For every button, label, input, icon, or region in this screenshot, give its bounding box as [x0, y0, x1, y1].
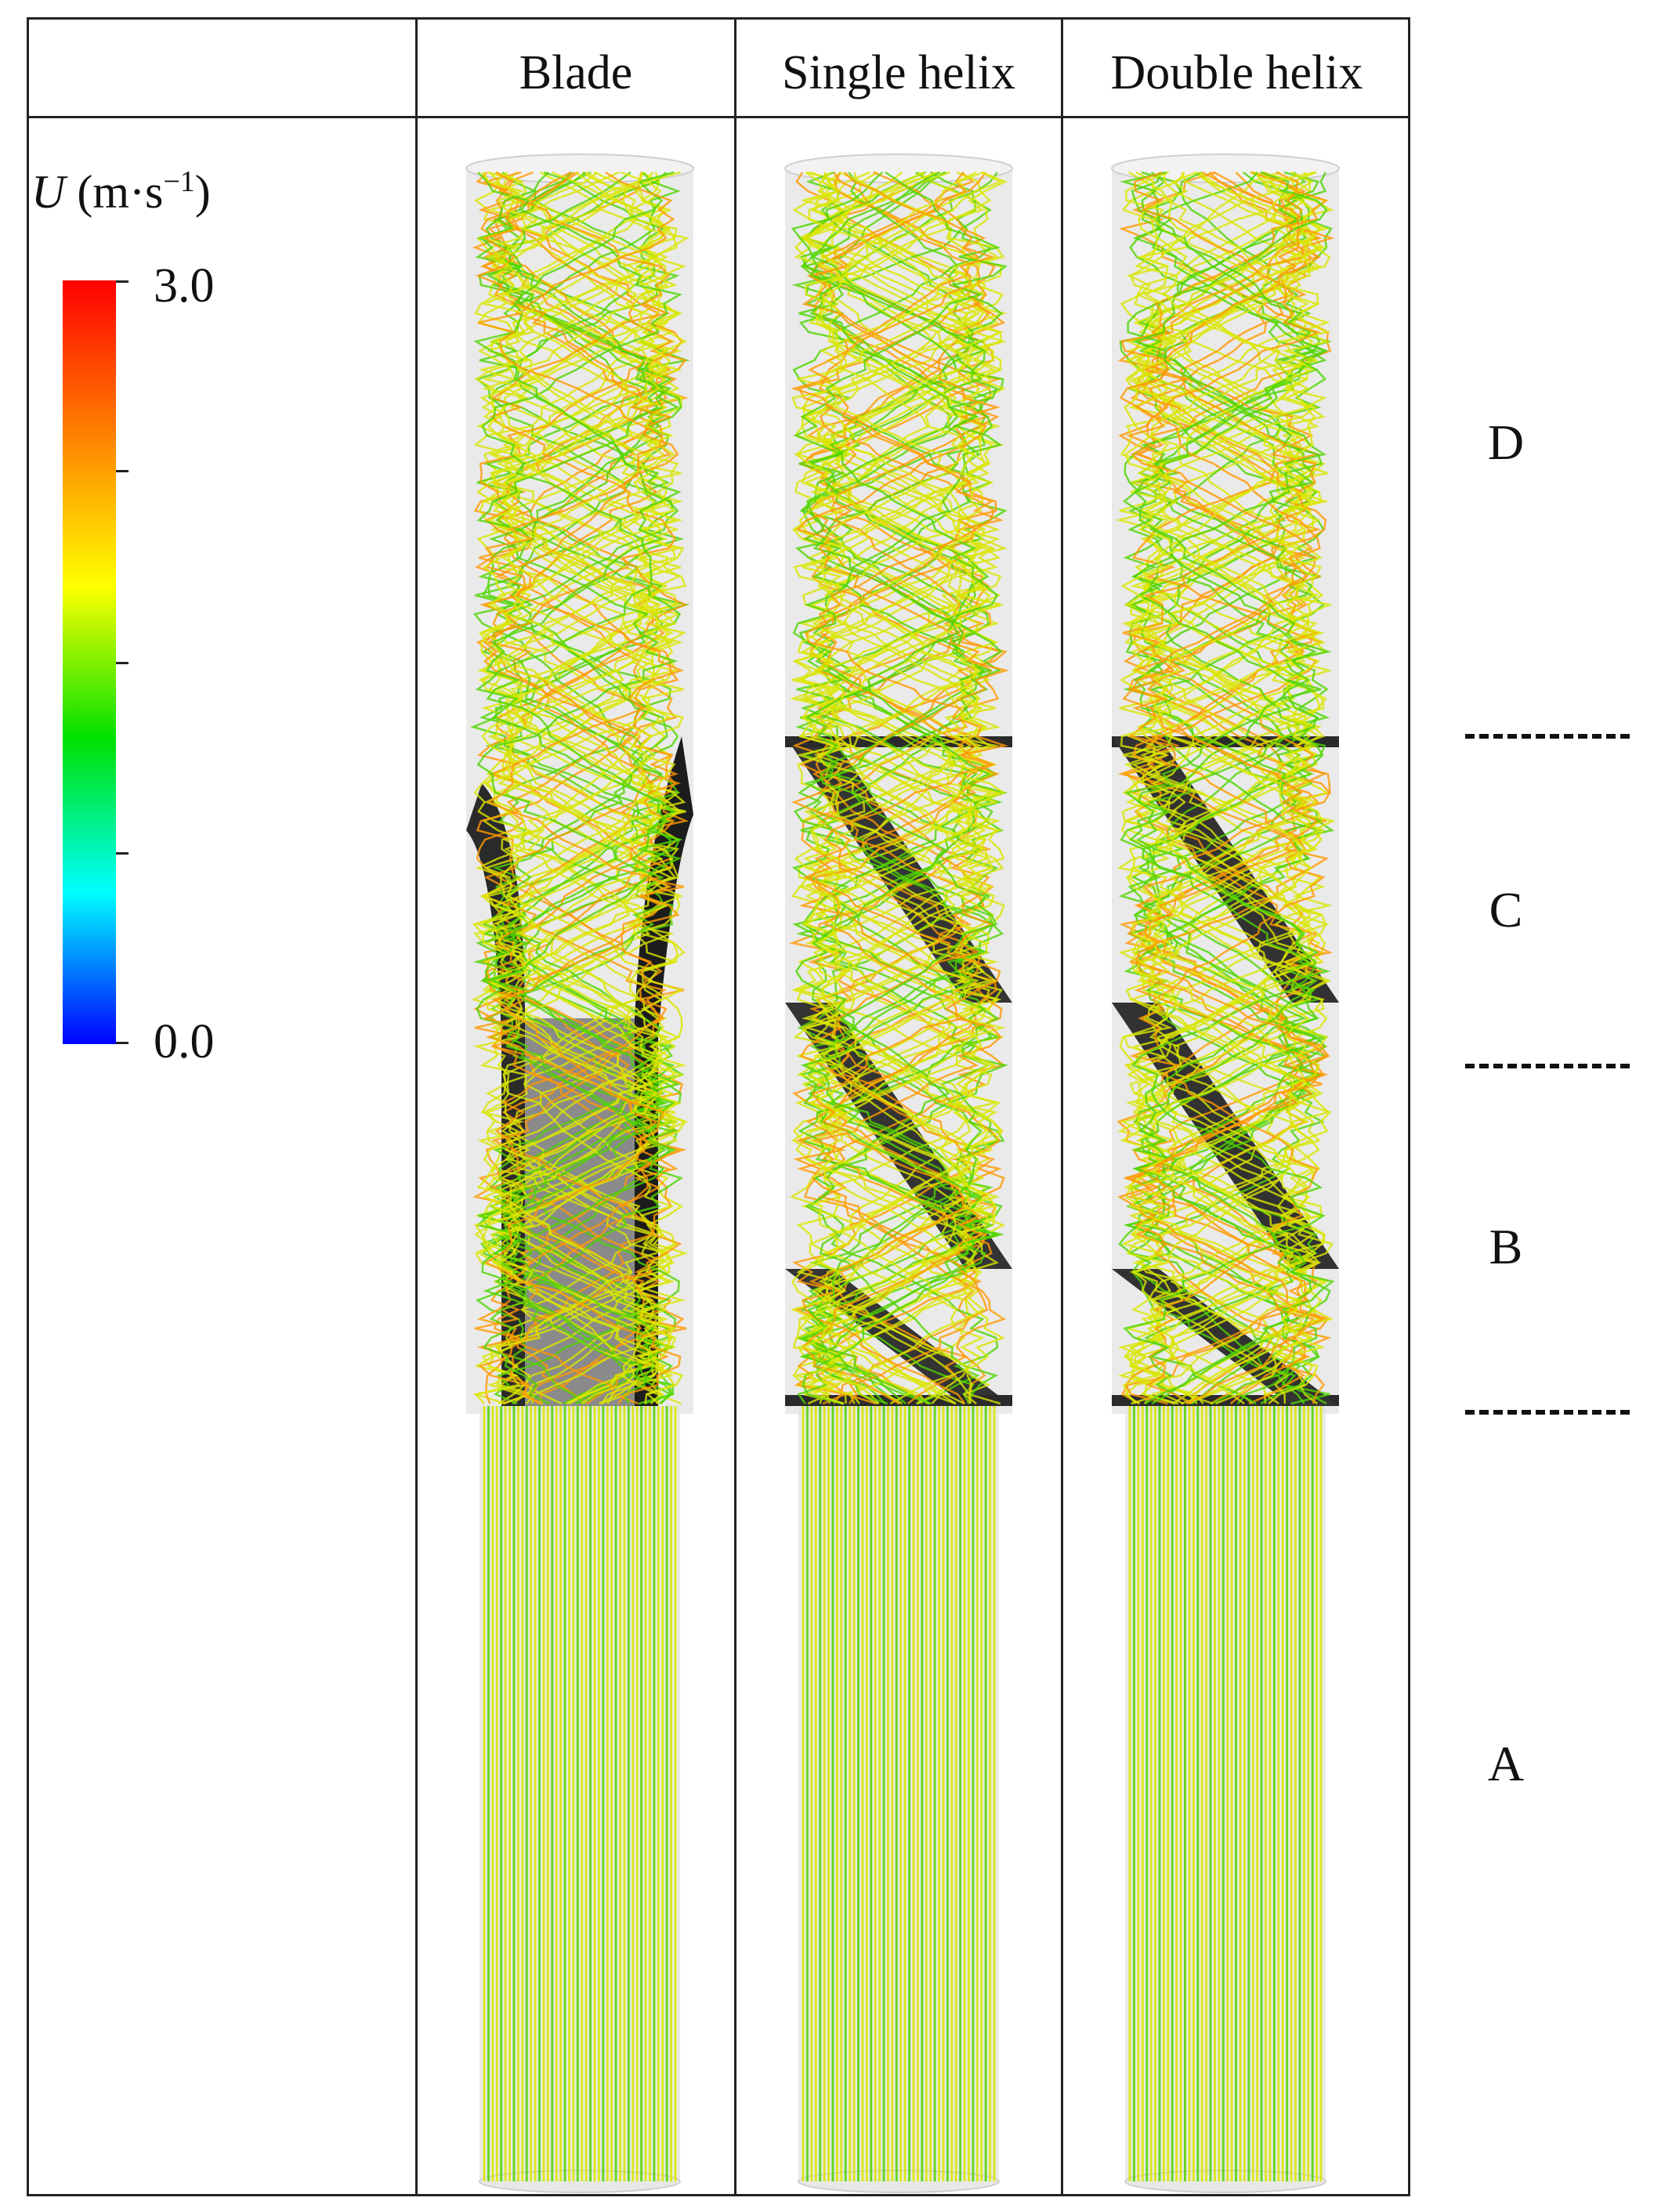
tube-bottom-cap: [798, 2170, 1000, 2193]
blade-insert-right: [635, 736, 693, 1406]
tube-bottom-cap: [1124, 2170, 1326, 2193]
streamline: [1124, 171, 1334, 1405]
figure-table-border: [27, 17, 1410, 2196]
streamline: [1120, 171, 1327, 1405]
legend-unit-close: ): [194, 166, 211, 218]
column-header-single-helix: Single helix: [782, 45, 1015, 99]
streamline: [474, 172, 688, 1405]
streamline: [793, 171, 1008, 1404]
colorbar-tick: [116, 1042, 128, 1044]
streamline: [1122, 171, 1330, 1405]
streamline: [792, 171, 1008, 1405]
colorbar-tick: [116, 280, 128, 283]
streamline: [472, 172, 685, 1405]
streamline: [472, 172, 683, 1404]
streamline: [794, 172, 1004, 1404]
streamline: [1120, 171, 1326, 1405]
colorbar-tick: [116, 662, 128, 664]
streamline: [474, 172, 687, 1405]
streamline: [791, 171, 1002, 1404]
tube-bottom-cap: [479, 2170, 681, 2193]
streamline: [479, 172, 682, 1405]
streamline: [1119, 171, 1334, 1405]
streamline: [1116, 172, 1332, 1404]
streamline: [1117, 172, 1328, 1405]
column-divider-1: [415, 17, 418, 2196]
column-divider-2: [734, 17, 736, 2196]
streamline: [1125, 172, 1326, 1405]
velocity-colorbar: [63, 280, 116, 1044]
streamline: [472, 171, 684, 1404]
colorbar-tick: [116, 852, 128, 855]
streamline: [789, 171, 1006, 1404]
column-divider-3: [1061, 17, 1063, 2196]
streamline: [473, 171, 687, 1404]
streamline: [1123, 172, 1330, 1404]
streamline: [794, 171, 1001, 1404]
region-separator-cb: [1465, 1064, 1630, 1068]
streamline: [480, 171, 686, 1405]
region-separator-dc: [1465, 734, 1630, 739]
streamline: [473, 171, 684, 1405]
streamline: [478, 171, 682, 1405]
streamline: [790, 171, 1007, 1405]
streamline: [481, 172, 684, 1405]
streamline: [796, 171, 1003, 1405]
colorbar-min-label: 0.0: [154, 1015, 215, 1068]
legend-unit: (m·s: [77, 166, 164, 218]
helix-ribbon: [1112, 736, 1339, 1406]
legend-unit-exponent: −1: [163, 165, 195, 198]
region-separator-ba: [1465, 1410, 1630, 1415]
streamline: [477, 172, 684, 1404]
streamline: [470, 172, 682, 1405]
streamline: [794, 171, 1008, 1404]
streamline: [791, 172, 1003, 1404]
region-label-a: A: [1487, 1736, 1525, 1791]
streamline: [1127, 171, 1324, 1405]
streamline: [1117, 171, 1330, 1404]
streamline: [477, 171, 685, 1404]
region-label-b: B: [1489, 1219, 1523, 1274]
streamline: [1117, 171, 1329, 1405]
legend-symbol: U: [31, 166, 66, 218]
colorbar-max-label: 3.0: [154, 259, 215, 313]
streamline: [792, 172, 1008, 1405]
header-row-divider: [27, 116, 1410, 118]
streamline: [796, 171, 1004, 1405]
streamline: [800, 171, 1003, 1404]
region-label-d: D: [1487, 414, 1525, 470]
region-label-c: C: [1489, 882, 1523, 938]
streamline: [796, 171, 1001, 1405]
blade-insert-core: [525, 1018, 635, 1406]
streamline: [474, 172, 688, 1404]
streamline: [789, 172, 1006, 1405]
streamline: [1122, 171, 1330, 1404]
streamline: [791, 172, 1009, 1405]
column-header-blade: Blade: [519, 45, 633, 99]
streamline: [476, 171, 679, 1404]
streamline: [476, 172, 682, 1404]
streamline: [482, 171, 684, 1405]
colorbar-tick: [116, 470, 128, 472]
column-header-double-helix: Double helix: [1110, 45, 1363, 99]
streamline: [472, 171, 689, 1404]
streamline: [474, 171, 687, 1405]
legend-title: U (m·s−1): [31, 164, 211, 219]
